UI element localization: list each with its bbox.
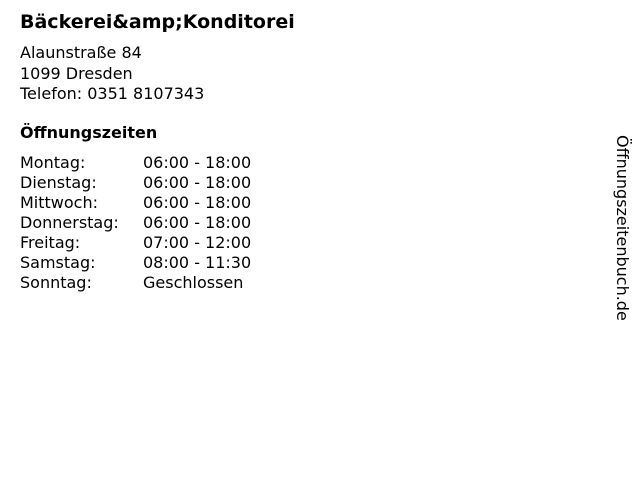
hours-row: Dienstag: 06:00 - 18:00: [20, 173, 251, 193]
city: 1099 Dresden: [20, 63, 133, 83]
hours-value: 07:00 - 12:00: [143, 233, 252, 252]
hours-value: 06:00 - 18:00: [143, 153, 252, 172]
hours-value: 06:00 - 18:00: [143, 213, 252, 232]
opening-hours-table: Montag: 06:00 - 18:00 Dienstag: 06:00 - 18…: [20, 153, 251, 293]
day-label: Dienstag:: [20, 173, 97, 192]
hours-value: Geschlossen: [143, 273, 244, 292]
day-label: Mittwoch:: [20, 193, 98, 212]
business-name: Bäckerei&amp;Konditorei: [20, 11, 295, 33]
day-label: Montag:: [20, 153, 86, 172]
site-watermark: Öffnungszeitenbuch.de: [613, 135, 632, 321]
day-label: Freitag:: [20, 233, 81, 252]
day-label: Donnerstag:: [20, 213, 119, 232]
hours-row: Samstag: 08:00 - 11:30: [20, 253, 251, 273]
day-label: Samstag:: [20, 253, 96, 272]
opening-hours-heading: Öffnungszeiten: [20, 123, 158, 142]
hours-row: Freitag: 07:00 - 12:00: [20, 233, 251, 253]
street: Alaunstraße 84: [20, 43, 142, 62]
day-label: Sonntag:: [20, 273, 92, 292]
hours-value: 06:00 - 18:00: [143, 193, 252, 212]
hours-value: 06:00 - 18:00: [143, 173, 252, 192]
address-block: Alaunstraße 84 1099 Dresden Telefon: 035…: [20, 43, 204, 105]
hours-value: 08:00 - 11:30: [143, 253, 252, 272]
hours-row: Sonntag: Geschlossen: [20, 273, 251, 293]
hours-row: Montag: 06:00 - 18:00: [20, 153, 251, 173]
phone: Telefon: 0351 8107343: [20, 84, 205, 103]
hours-row: Donnerstag: 06:00 - 18:00: [20, 213, 251, 233]
hours-row: Mittwoch: 06:00 - 18:00: [20, 193, 251, 213]
